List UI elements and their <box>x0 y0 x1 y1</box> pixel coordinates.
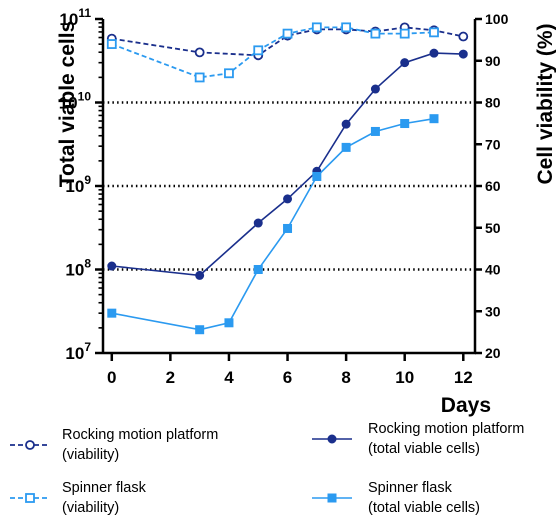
y-right-tick-label: 90 <box>485 53 501 69</box>
y-left-tick-label: 108 <box>65 257 91 280</box>
data-point <box>25 493 35 503</box>
y-right-tick-label: 80 <box>485 95 501 111</box>
data-point <box>399 28 410 39</box>
data-point <box>311 22 322 33</box>
data-point <box>194 72 205 83</box>
series-line-2 <box>111 26 435 79</box>
data-point <box>106 39 117 49</box>
data-point <box>25 440 35 450</box>
data-point <box>283 223 293 233</box>
data-point <box>107 261 117 271</box>
y-axis-right-title: Cell viability (%) <box>534 23 556 184</box>
plot-area <box>103 22 475 335</box>
x-axis-title: Days <box>441 394 491 417</box>
x-tick-label: 10 <box>395 368 414 387</box>
data-point <box>283 194 293 204</box>
data-point <box>341 142 351 152</box>
legend-item-2: Spinner flask (viability) <box>10 480 147 516</box>
legend-item-1: Rocking motion platform (viability) <box>10 427 218 463</box>
x-tick-label: 12 <box>454 368 473 387</box>
series-line-1 <box>111 26 464 57</box>
y-left-tick-label: 109 <box>65 173 91 196</box>
x-tick-label: 2 <box>166 368 175 387</box>
x-tick-label: 4 <box>224 368 234 387</box>
y-left-tick-label: 107 <box>65 340 91 363</box>
data-point <box>327 434 337 444</box>
data-point <box>341 119 351 129</box>
data-point <box>429 27 439 38</box>
data-point <box>370 126 380 136</box>
data-point <box>312 171 322 181</box>
y-right-tick-label: 50 <box>485 220 501 236</box>
data-point <box>400 58 410 68</box>
legend-label: (viability) <box>62 447 119 463</box>
y-left-tick-label: 1010 <box>59 90 92 113</box>
legend-label: Rocking motion platform <box>62 427 218 443</box>
y-left-tick-label: 1011 <box>59 6 91 29</box>
data-point <box>429 48 439 58</box>
legend-label: Rocking motion platform <box>368 421 524 437</box>
data-point <box>370 84 380 94</box>
y-right-tick-label: 40 <box>485 262 501 278</box>
data-point <box>195 325 205 335</box>
data-point <box>253 45 264 56</box>
data-point <box>458 49 468 59</box>
legend-label: Spinner flask <box>368 480 453 496</box>
data-point <box>194 47 205 58</box>
y-right-tick-label: 70 <box>485 136 501 152</box>
legend-item-3: Rocking motion platform (total viable cel… <box>312 421 524 457</box>
data-point <box>253 218 263 228</box>
data-point <box>253 265 263 274</box>
legend: Rocking motion platform (viability)Spinn… <box>10 421 524 516</box>
data-point <box>224 318 234 328</box>
y-axis-left-title: Total viable cells <box>56 21 79 188</box>
data-point <box>224 68 234 79</box>
x-tick-label: 0 <box>107 368 116 387</box>
data-point <box>327 493 337 503</box>
data-point <box>400 119 410 129</box>
data-point <box>370 28 381 39</box>
legend-label: Spinner flask <box>62 480 147 496</box>
series-line-3 <box>111 52 464 277</box>
legend-label: (total viable cells) <box>368 500 480 516</box>
data-point <box>429 114 439 124</box>
data-point <box>458 31 469 42</box>
y-right-tick-label: 20 <box>485 345 501 361</box>
data-point <box>107 308 117 318</box>
y-right-tick-label: 30 <box>485 303 501 319</box>
legend-item-4: Spinner flask (total viable cells) <box>312 480 480 516</box>
data-point <box>282 28 293 39</box>
x-tick-label: 8 <box>341 368 350 387</box>
legend-label: (total viable cells) <box>368 441 480 457</box>
y-right-tick-label: 60 <box>485 178 501 194</box>
data-point <box>195 270 205 280</box>
series-line-4 <box>111 117 435 331</box>
y-right-tick-label: 100 <box>485 11 509 27</box>
axes: Total viable cells Cell viability (%) Da… <box>56 6 556 417</box>
x-tick-label: 6 <box>283 368 292 387</box>
data-point <box>341 22 352 33</box>
legend-label: (viability) <box>62 500 119 516</box>
